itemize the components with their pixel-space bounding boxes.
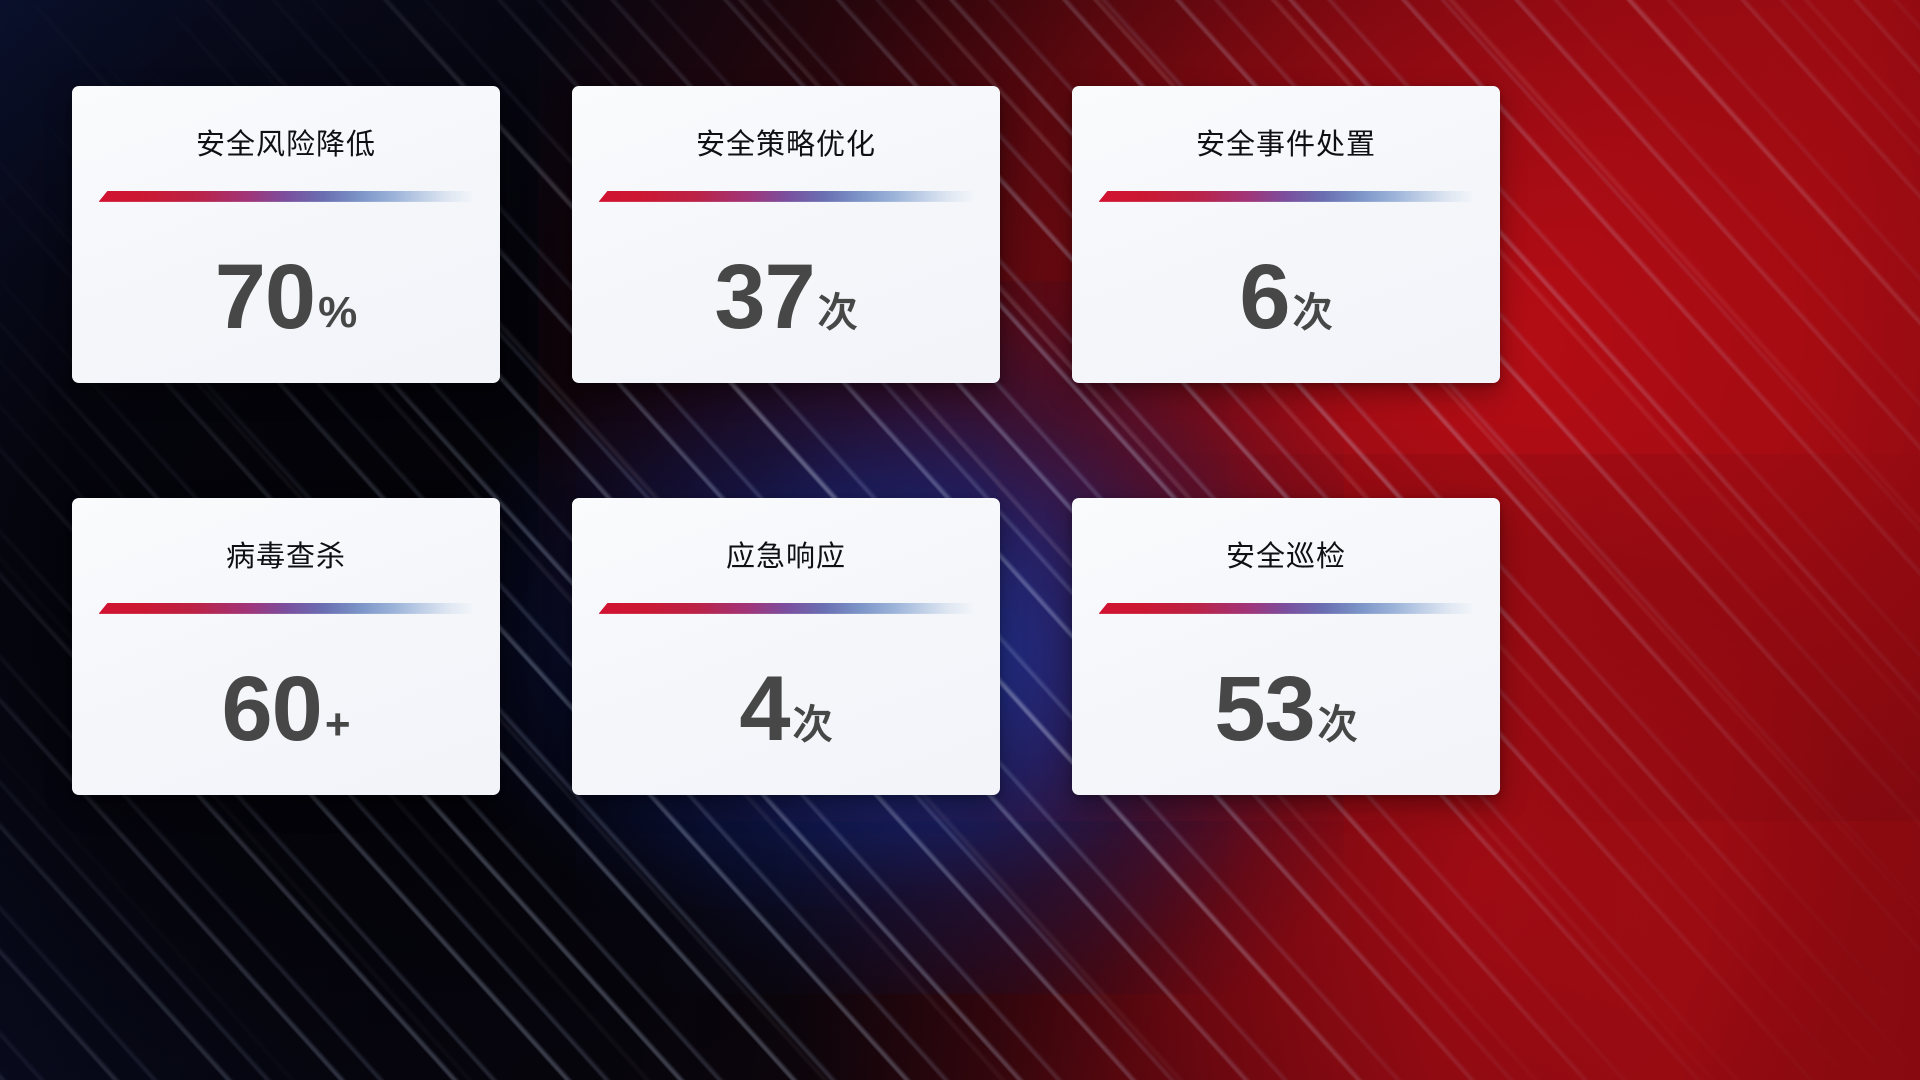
metric-value-suffix: 次 [792, 703, 833, 748]
metric-value-suffix: 次 [817, 291, 858, 336]
metric-card-divider [598, 602, 974, 615]
metric-card[interactable]: 安全事件处置 6 次 [1072, 86, 1500, 383]
metric-card-title: 安全巡检 [1225, 541, 1346, 573]
metric-card-value: 37 次 [714, 246, 858, 349]
metric-card-value: 60 + [221, 658, 351, 761]
gradient-rule-icon [98, 190, 474, 202]
metric-card-title: 病毒查杀 [225, 541, 346, 573]
metric-card-title: 安全风险降低 [195, 129, 376, 161]
metric-card-grid: 安全风险降低 70% 安全策略优化 37 次安全事件处置 6 次病毒查杀 60 + 应急响应 4 次安… [72, 86, 1500, 795]
metric-card-value: 70% [214, 246, 358, 349]
metric-card-divider [98, 190, 474, 203]
metric-value-number: 70 [214, 246, 316, 349]
metric-card[interactable]: 安全巡检 53 次 [1072, 498, 1500, 795]
metric-value-number: 60 [221, 658, 322, 761]
metric-card-title: 应急响应 [725, 541, 846, 573]
metric-value-number: 53 [1214, 658, 1315, 761]
metric-value-suffix: + [324, 700, 351, 750]
gradient-rule-icon [1098, 190, 1474, 202]
metric-value-suffix: % [318, 288, 358, 338]
metric-card-divider [98, 602, 474, 615]
metric-card-divider [1098, 602, 1474, 615]
metric-card-divider [598, 190, 974, 203]
metric-card[interactable]: 应急响应 4 次 [572, 498, 1000, 795]
metric-card-title: 安全事件处置 [1195, 129, 1376, 161]
gradient-rule-icon [98, 602, 474, 614]
metric-value-number: 37 [714, 246, 815, 349]
metric-value-suffix: 次 [1292, 291, 1333, 336]
metric-card[interactable]: 安全策略优化 37 次 [572, 86, 1000, 383]
metric-value-number: 4 [739, 658, 790, 761]
metric-card[interactable]: 病毒查杀 60 + [72, 498, 500, 795]
metric-card[interactable]: 安全风险降低 70% [72, 86, 500, 383]
metric-value-number: 6 [1239, 246, 1290, 349]
metric-value-suffix: 次 [1317, 703, 1358, 748]
metric-card-title: 安全策略优化 [695, 129, 876, 161]
gradient-rule-icon [598, 602, 974, 614]
gradient-rule-icon [1098, 602, 1474, 614]
gradient-rule-icon [598, 190, 974, 202]
metric-card-value: 53 次 [1214, 658, 1358, 761]
metric-card-divider [1098, 190, 1474, 203]
